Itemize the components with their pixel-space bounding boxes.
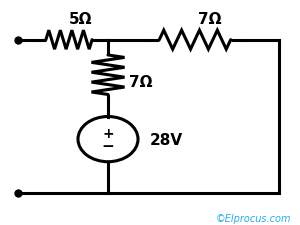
Text: ©Elprocus.com: ©Elprocus.com [215, 213, 291, 223]
Text: 7Ω: 7Ω [129, 75, 152, 90]
Text: −: − [102, 139, 114, 154]
Text: 5Ω: 5Ω [69, 12, 93, 27]
Text: 7Ω: 7Ω [198, 12, 222, 27]
Text: 28V: 28V [150, 132, 183, 147]
Text: +: + [102, 126, 114, 140]
